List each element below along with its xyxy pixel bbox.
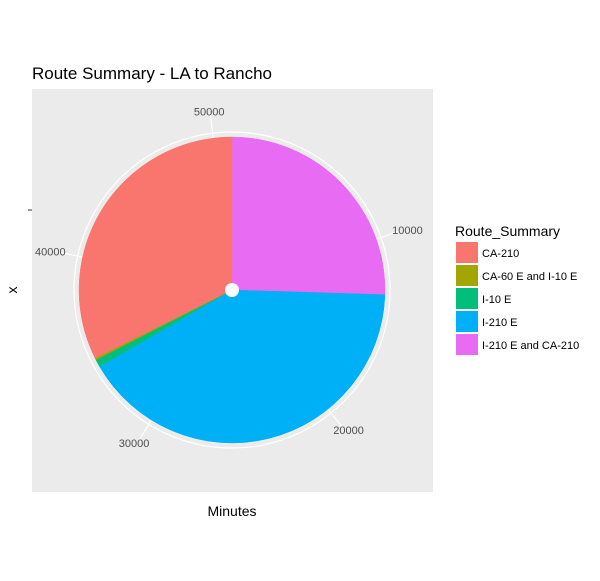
y-axis-title: x bbox=[4, 287, 20, 294]
pie-slice bbox=[99, 289, 386, 444]
legend-swatch bbox=[456, 311, 478, 332]
theta-tick-label: 20000 bbox=[333, 425, 364, 437]
legend-title: Route_Summary bbox=[455, 223, 560, 239]
legend-swatch bbox=[456, 288, 478, 309]
theta-tick-labels: 10000 20000 30000 40000 50000 bbox=[35, 106, 423, 450]
pie-slices bbox=[78, 136, 386, 444]
legend-label: I-10 E bbox=[482, 294, 511, 306]
center-hole bbox=[225, 283, 239, 297]
pie-slice bbox=[78, 136, 233, 359]
legend-swatch bbox=[456, 265, 478, 286]
grid-circle-outer bbox=[73, 131, 391, 449]
legend-label: I-210 E and CA-210 bbox=[482, 340, 579, 352]
theta-tick-label: 50000 bbox=[194, 106, 225, 118]
pie-slice bbox=[231, 136, 386, 295]
chart-title: Route Summary - LA to Rancho bbox=[32, 64, 272, 83]
legend-label: CA-60 E and I-10 E bbox=[482, 271, 577, 283]
legend-label: I-210 E bbox=[482, 317, 517, 329]
x-axis-title: Minutes bbox=[207, 503, 256, 519]
theta-tick-label: 30000 bbox=[119, 438, 150, 450]
legend-label: CA-210 bbox=[482, 248, 519, 260]
legend-swatch bbox=[456, 334, 478, 355]
legend-swatch bbox=[456, 242, 478, 263]
legend: CA-210 CA-60 E and I-10 E I-10 E I-210 E I-2… bbox=[456, 242, 579, 355]
theta-tick-label: 10000 bbox=[392, 225, 423, 237]
theta-tick-label: 40000 bbox=[35, 246, 66, 258]
